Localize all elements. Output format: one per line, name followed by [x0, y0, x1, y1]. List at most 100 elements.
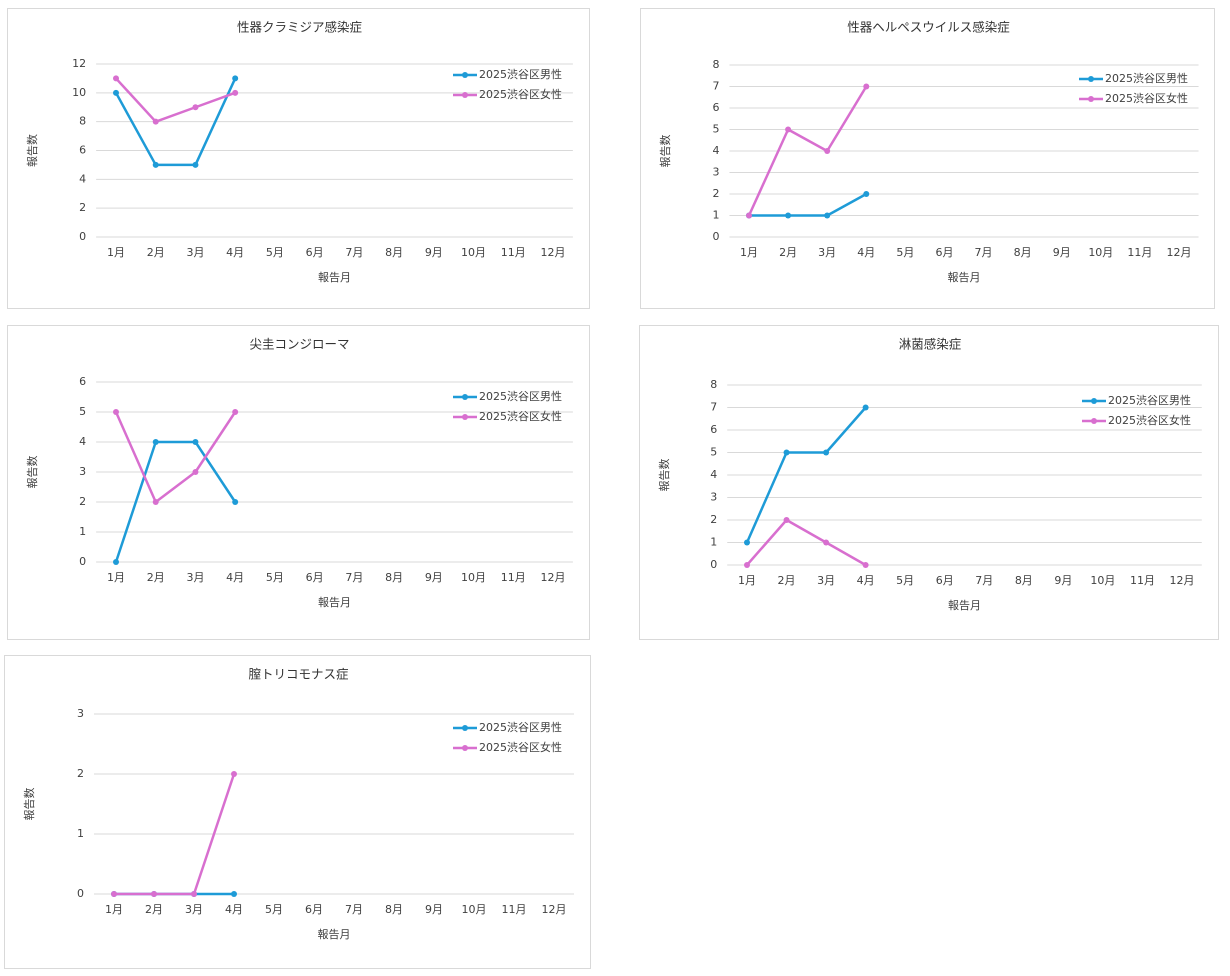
x-tick-label: 12月 [1170, 574, 1195, 587]
legend-label: 2025渋谷区男性 [479, 67, 562, 81]
data-point [113, 89, 119, 96]
y-tick-label: 6 [79, 375, 86, 388]
data-point [113, 559, 119, 565]
y-tick-label: 6 [712, 101, 719, 114]
chart-title: 淋菌感染症 [899, 337, 962, 352]
data-point [824, 212, 831, 219]
data-point [113, 409, 119, 415]
series-line [114, 440, 237, 563]
data-point [744, 562, 750, 568]
series-line [746, 518, 867, 567]
series-line [747, 85, 868, 217]
x-tick-label: 1月 [738, 574, 756, 587]
series-line [749, 192, 867, 217]
y-tick-label: 0 [710, 558, 717, 571]
y-tick-label: 0 [77, 887, 84, 900]
legend-marker [462, 92, 468, 98]
chart: 性器ヘルペスウイルス感染症 0 1 2 3 4 5 6 7 8 1月 2月 3月 4月 5月 6月 7月 8月 9月… [659, 20, 1199, 284]
x-tick-label: 3月 [817, 574, 835, 587]
data-point [746, 212, 752, 219]
legend-label: 2025渋谷区男性 [1105, 71, 1188, 85]
x-tick-label: 11月 [501, 246, 526, 259]
y-tick-label: 6 [710, 423, 717, 436]
data-point [783, 517, 790, 523]
x-tick-label: 5月 [265, 903, 283, 916]
y-tick-label: 12 [72, 57, 86, 70]
x-tick-label: 8月 [385, 571, 403, 584]
y-tick-label: 0 [79, 555, 86, 568]
y-tick-label: 5 [710, 446, 717, 459]
x-axis-label: 報告月 [948, 271, 981, 284]
x-tick-label: 9月 [1053, 246, 1071, 259]
x-tick-label: 8月 [385, 903, 403, 916]
x-tick-label: 4月 [226, 246, 244, 259]
data-point [783, 449, 790, 456]
data-point [232, 89, 239, 96]
series-line [114, 77, 237, 167]
legend-marker [462, 394, 468, 400]
x-tick-label: 2月 [145, 903, 163, 916]
x-tick-label: 9月 [425, 246, 443, 259]
x-axis-label: 報告月 [318, 928, 351, 941]
chart-title: 性器ヘルペスウイルス感染症 [847, 20, 1010, 35]
x-tick-label: 12月 [1167, 246, 1192, 259]
x-tick-label: 2月 [779, 246, 797, 259]
data-point [862, 562, 869, 568]
legend-label: 2025渋谷区男性 [1108, 393, 1191, 407]
chart-panel: 性器クラミジア感染症 0 2 4 6 8 10 12 1月 2月 3月 4月 5月 6月 7月 8月 9月 10月… [7, 8, 590, 309]
legend-marker [462, 745, 468, 751]
x-tick-label: 5月 [896, 246, 914, 259]
y-tick-label: 2 [79, 201, 86, 214]
x-tick-label: 10月 [461, 571, 486, 584]
y-tick-label: 1 [79, 525, 86, 538]
x-tick-label: 2月 [147, 571, 165, 584]
chart-panel: 尖圭コンジローマ 0 1 2 3 4 5 6 1月 2月 3月 4月 5月 6月 7月 8月 9月 10月 11月 1… [7, 325, 590, 640]
x-tick-label: 3月 [186, 571, 204, 584]
y-axis-label: 報告数 [658, 459, 671, 492]
y-tick-label: 10 [72, 86, 86, 99]
x-tick-label: 6月 [306, 246, 324, 259]
data-point [744, 539, 750, 546]
x-tick-label: 9月 [425, 571, 443, 584]
chart-title: 膣トリコモナス症 [248, 667, 348, 682]
x-tick-label: 3月 [185, 903, 203, 916]
x-axis-label: 報告月 [318, 596, 351, 609]
x-tick-label: 4月 [225, 903, 243, 916]
chart-panel: 性器ヘルペスウイルス感染症 0 1 2 3 4 5 6 7 8 1月 2月 3月 4月 5月 6月 7月 8月 9月… [640, 8, 1215, 309]
chart: 性器クラミジア感染症 0 2 4 6 8 10 12 1月 2月 3月 4月 5月 6月 7月 8月 9月 10月… [26, 20, 573, 284]
legend-label: 2025渋谷区女性 [479, 740, 562, 754]
y-tick-label: 5 [712, 123, 719, 136]
x-tick-label: 5月 [896, 574, 914, 587]
x-tick-label: 10月 [461, 246, 486, 259]
x-tick-label: 11月 [1127, 246, 1152, 259]
y-tick-label: 4 [710, 468, 717, 481]
data-point [232, 499, 239, 505]
x-tick-label: 8月 [1015, 574, 1033, 587]
x-tick-label: 4月 [226, 571, 244, 584]
chart-title: 尖圭コンジローマ [249, 337, 349, 352]
legend-label: 2025渋谷区女性 [479, 87, 562, 101]
x-tick-label: 7月 [345, 246, 363, 259]
data-point [111, 891, 117, 897]
data-point [192, 104, 199, 111]
legend-marker [462, 414, 468, 420]
y-tick-label: 3 [710, 491, 717, 504]
chart: 淋菌感染症 0 1 2 3 4 5 6 7 8 1月 2月 3月 4月 5月 6月 7月 8月 9月 10月 11月 12… [658, 337, 1202, 612]
legend-marker [462, 72, 468, 78]
y-tick-label: 0 [712, 230, 719, 243]
x-tick-label: 10月 [462, 903, 487, 916]
data-point [863, 191, 870, 197]
x-tick-label: 10月 [1090, 574, 1115, 587]
x-tick-label: 1月 [107, 246, 125, 259]
y-tick-label: 2 [77, 767, 84, 780]
y-tick-label: 2 [79, 495, 86, 508]
x-tick-label: 6月 [935, 246, 953, 259]
data-point [823, 449, 830, 456]
data-point [152, 118, 159, 125]
x-tick-label: 7月 [345, 571, 363, 584]
x-tick-label: 12月 [541, 246, 566, 259]
legend-label: 2025渋谷区女性 [1108, 413, 1191, 427]
x-tick-label: 7月 [345, 903, 363, 916]
